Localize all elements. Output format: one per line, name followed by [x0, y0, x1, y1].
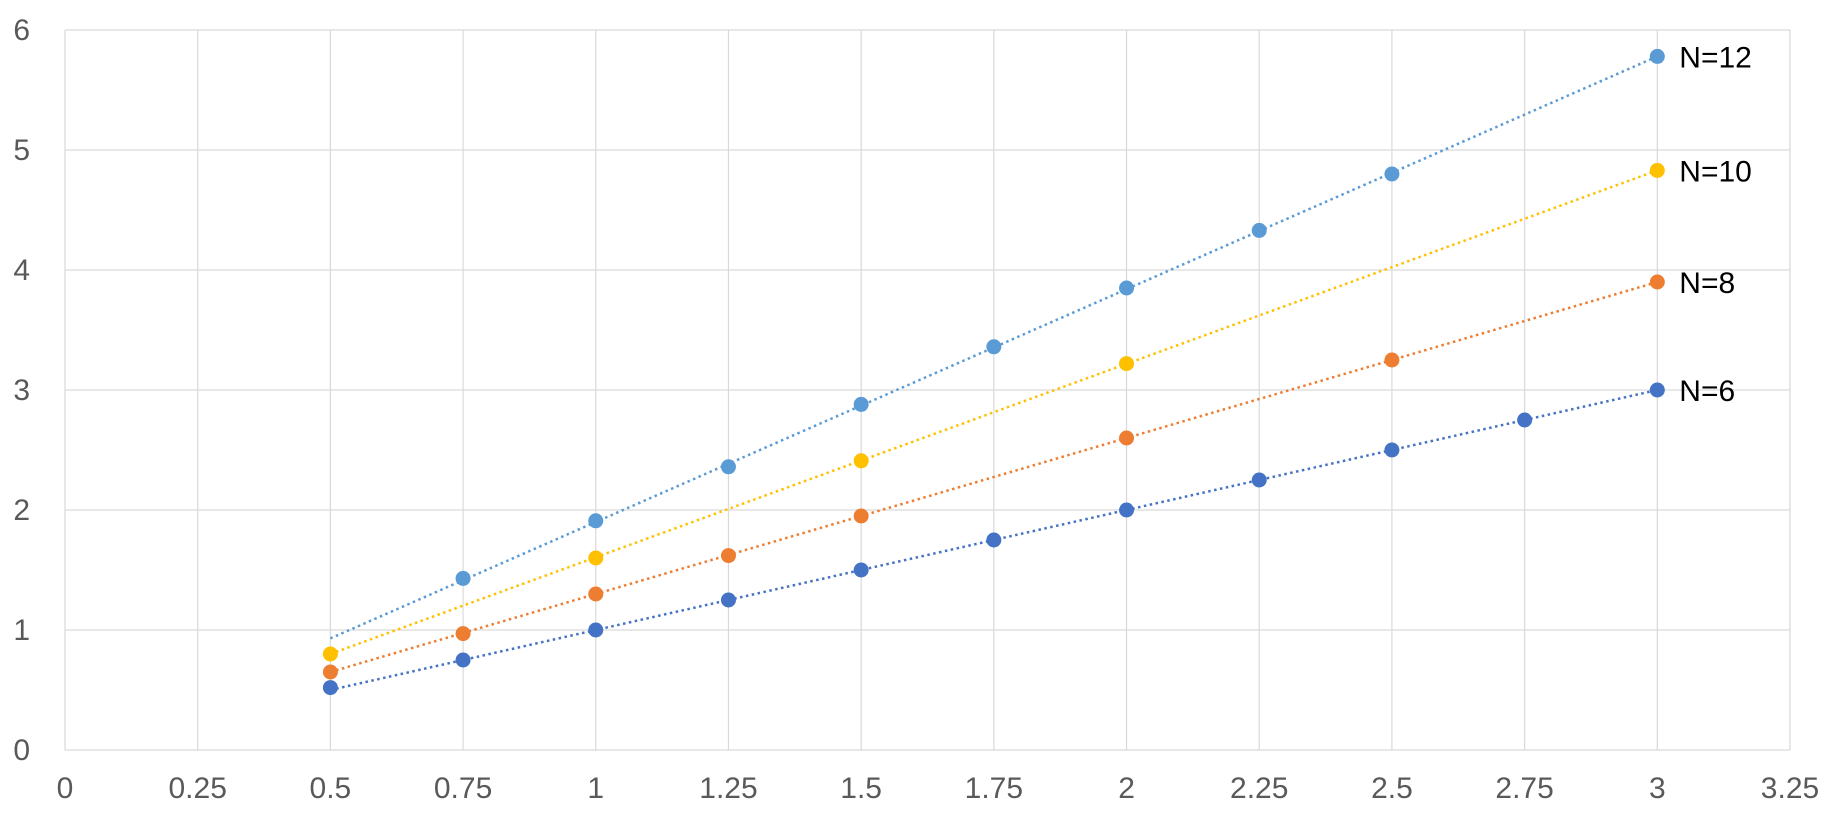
x-tick-label: 1.25 [699, 772, 757, 805]
gridlines [64, 29, 1791, 751]
x-tick-label: 1.5 [840, 772, 882, 805]
x-tick-label: 3.25 [1761, 772, 1819, 805]
y-tick-label: 2 [13, 494, 30, 527]
data-point [1119, 430, 1135, 446]
x-tick-label: 3 [1649, 772, 1666, 805]
data-point [986, 339, 1002, 355]
data-point [455, 570, 471, 586]
trendline [330, 280, 1658, 674]
data-points [322, 48, 1665, 696]
y-axis-ticks: 0 1 2 3 4 5 6 [13, 14, 30, 767]
data-point [1517, 412, 1533, 428]
data-point [588, 586, 604, 602]
data-point [853, 508, 869, 524]
series-label: N=8 [1679, 267, 1735, 300]
trendline [329, 55, 1658, 640]
data-point [1649, 48, 1665, 64]
x-tick-label: 0.5 [310, 772, 352, 805]
data-point [1384, 352, 1400, 368]
x-tick-label: 2 [1118, 772, 1135, 805]
data-point [1384, 166, 1400, 182]
x-tick-label: 0 [57, 772, 74, 805]
data-point [986, 532, 1002, 548]
series-labels: N=6 N=8 N=10 N=12 [1679, 41, 1752, 408]
x-axis-ticks: 0 0.25 0.5 0.75 1 1.25 1.5 1.75 2 2.25 2.5 2.75 3 3.2… [57, 772, 1820, 805]
x-tick-label: 1.75 [965, 772, 1023, 805]
y-tick-label: 4 [13, 254, 30, 287]
x-tick-label: 1 [587, 772, 604, 805]
series-label: N=6 [1679, 375, 1735, 408]
series-label: N=12 [1679, 41, 1752, 74]
data-point [1251, 472, 1267, 488]
data-point [1119, 280, 1135, 296]
x-tick-label: 2.25 [1230, 772, 1288, 805]
y-tick-label: 3 [13, 374, 30, 407]
trendline [329, 169, 1658, 656]
series-label: N=10 [1679, 155, 1752, 188]
data-point [455, 626, 471, 642]
data-point [322, 680, 338, 696]
data-point [853, 562, 869, 578]
data-point [1649, 162, 1665, 178]
data-point [588, 550, 604, 566]
y-tick-label: 6 [13, 14, 30, 47]
data-point [588, 622, 604, 638]
data-point [322, 646, 338, 662]
data-point [853, 396, 869, 412]
data-point [1251, 222, 1267, 238]
x-tick-label: 2.5 [1371, 772, 1413, 805]
y-tick-label: 1 [13, 614, 30, 647]
y-tick-label: 0 [13, 734, 30, 767]
data-point [720, 592, 736, 608]
x-tick-label: 2.75 [1495, 772, 1553, 805]
x-tick-label: 0.75 [434, 772, 492, 805]
data-point [1119, 356, 1135, 372]
data-point [720, 548, 736, 564]
data-point [588, 513, 604, 529]
x-tick-label: 0.25 [168, 772, 226, 805]
data-point [1649, 382, 1665, 398]
data-point [853, 453, 869, 469]
data-point [455, 652, 471, 668]
data-point [322, 664, 338, 680]
data-point [1119, 502, 1135, 518]
data-point [1649, 274, 1665, 290]
data-point [720, 459, 736, 475]
y-tick-label: 5 [13, 134, 30, 167]
data-point [1384, 442, 1400, 458]
